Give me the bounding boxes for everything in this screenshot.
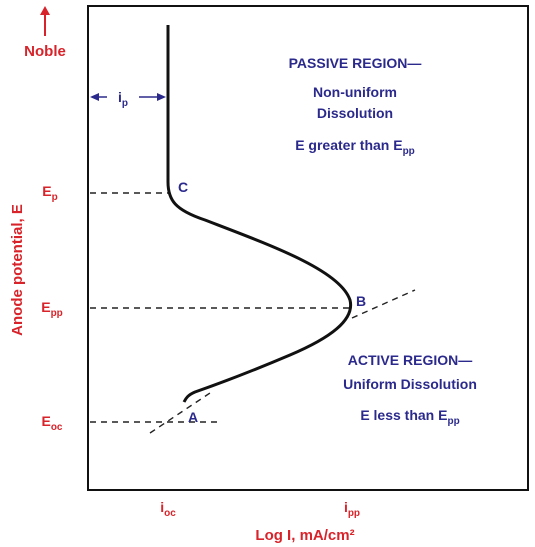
x-axis-label: Log I, mA/cm² (255, 527, 354, 544)
active-text: E less than Epp (360, 407, 459, 427)
text-part: i (160, 499, 164, 515)
active-title: ACTIVE REGION— (348, 352, 472, 368)
text-part: i (344, 499, 348, 515)
point-label: A (188, 409, 198, 425)
text-part: E (41, 413, 50, 429)
active-text: Uniform Dissolution (343, 376, 477, 392)
text-part: pp (447, 416, 459, 427)
text-part: pp (348, 508, 360, 519)
y-label: Eoc (41, 413, 62, 433)
text-part: oc (164, 508, 176, 519)
point-label: B (356, 293, 366, 309)
ip-arrowhead-left (90, 93, 99, 101)
text-part: E (42, 183, 51, 199)
y-axis-label: Anode potential, E (9, 204, 26, 336)
x-label: ipp (344, 499, 360, 519)
text-part: p (122, 98, 128, 109)
frame (87, 5, 529, 491)
text-part: pp (403, 146, 415, 157)
tangent-b (351, 289, 416, 319)
text-part: i (118, 89, 122, 105)
text-part: pp (51, 308, 63, 319)
passive-title: PASSIVE REGION— (289, 55, 422, 71)
text-part: E less than E (360, 407, 447, 423)
ip-label: ip (118, 89, 128, 109)
polarization-curve (166, 25, 353, 403)
passive-text: E greater than Epp (295, 137, 415, 157)
text-part: E (41, 299, 50, 315)
y-label: Ep (42, 183, 57, 203)
y-label: Epp (41, 299, 63, 319)
text-part: oc (51, 422, 63, 433)
tangent-a (149, 392, 211, 434)
ip-arrowhead-right (157, 93, 166, 101)
passive-text: Dissolution (317, 105, 393, 121)
x-label: ioc (160, 499, 176, 519)
point-label: C (178, 179, 188, 195)
noble-label: Noble (24, 43, 66, 60)
text-part: E greater than E (295, 137, 402, 153)
passive-text: Non-uniform (313, 84, 397, 100)
text-part: p (52, 192, 58, 203)
ip-label-bg (107, 88, 139, 106)
noble-arrowhead (40, 6, 50, 15)
